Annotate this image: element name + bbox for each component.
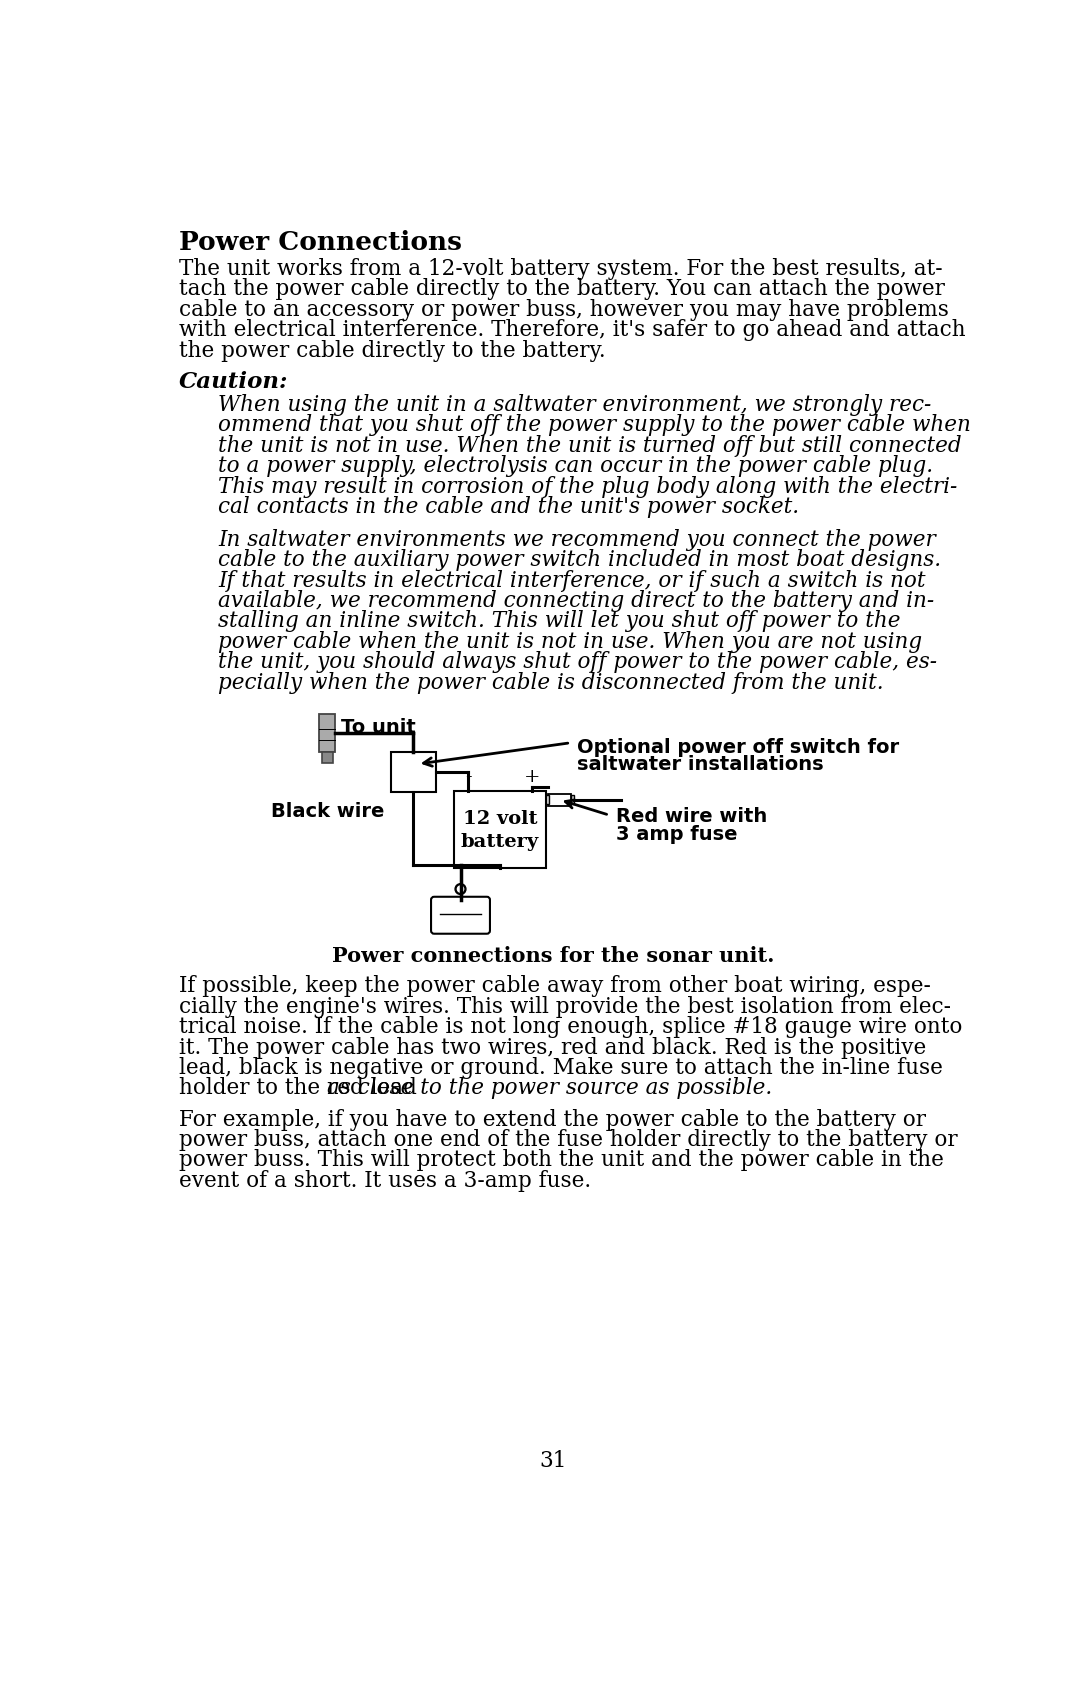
Text: For example, if you have to extend the power cable to the battery or: For example, if you have to extend the p… xyxy=(179,1108,927,1130)
Bar xyxy=(322,752,333,762)
Text: cable to the auxiliary power switch included in most boat designs.: cable to the auxiliary power switch incl… xyxy=(218,548,941,572)
Text: it. The power cable has two wires, red and black. Red is the positive: it. The power cable has two wires, red a… xyxy=(179,1036,927,1058)
Text: In saltwater environments we recommend you connect the power: In saltwater environments we recommend y… xyxy=(218,528,935,550)
Text: power cable when the unit is not in use. When you are not using: power cable when the unit is not in use.… xyxy=(218,631,922,653)
Text: to a power supply, electrolysis can occur in the power cable plug.: to a power supply, electrolysis can occu… xyxy=(218,456,933,478)
Text: available, we recommend connecting direct to the battery and in-: available, we recommend connecting direc… xyxy=(218,590,934,612)
Text: trical noise. If the cable is not long enough, splice #18 gauge wire onto: trical noise. If the cable is not long e… xyxy=(179,1016,962,1038)
Text: event of a short. It uses a 3-amp fuse.: event of a short. It uses a 3-amp fuse. xyxy=(179,1169,592,1193)
Text: 12 volt
battery: 12 volt battery xyxy=(461,809,539,851)
Text: This may result in corrosion of the plug body along with the electri-: This may result in corrosion of the plug… xyxy=(218,476,957,498)
Bar xyxy=(548,794,571,806)
Text: the unit, you should always shut off power to the power cable, es-: the unit, you should always shut off pow… xyxy=(218,651,937,673)
Text: When using the unit in a saltwater environment, we strongly rec-: When using the unit in a saltwater envir… xyxy=(218,394,931,415)
Text: 3 amp fuse: 3 amp fuse xyxy=(616,826,737,844)
Text: The unit works from a 12-volt battery system. For the best results, at-: The unit works from a 12-volt battery sy… xyxy=(179,257,943,279)
Text: power buss. This will protect both the unit and the power cable in the: power buss. This will protect both the u… xyxy=(179,1149,944,1171)
Bar xyxy=(570,796,575,804)
FancyBboxPatch shape xyxy=(431,897,490,934)
Text: Power Connections: Power Connections xyxy=(179,230,462,256)
Text: power buss, attach one end of the fuse holder directly to the battery or: power buss, attach one end of the fuse h… xyxy=(179,1129,958,1150)
Circle shape xyxy=(458,886,463,891)
Text: saltwater installations: saltwater installations xyxy=(577,755,823,774)
Bar xyxy=(320,713,335,752)
Text: Red wire with: Red wire with xyxy=(616,807,767,826)
Bar xyxy=(391,752,435,792)
Text: Black wire: Black wire xyxy=(271,802,384,821)
Bar xyxy=(455,791,545,868)
Text: ommend that you shut off the power supply to the power cable when: ommend that you shut off the power suppl… xyxy=(218,414,971,436)
Text: lead, black is negative or ground. Make sure to attach the in-line fuse: lead, black is negative or ground. Make … xyxy=(179,1056,943,1078)
Text: holder to the red lead: holder to the red lead xyxy=(179,1078,424,1100)
Text: cal contacts in the cable and the unit's power socket.: cal contacts in the cable and the unit's… xyxy=(218,496,799,518)
Text: If that results in electrical interference, or if such a switch is not: If that results in electrical interferen… xyxy=(218,570,926,592)
Text: tach the power cable directly to the battery. You can attach the power: tach the power cable directly to the bat… xyxy=(179,279,945,301)
Text: the power cable directly to the battery.: the power cable directly to the battery. xyxy=(179,340,606,362)
Text: If possible, keep the power cable away from other boat wiring, espe-: If possible, keep the power cable away f… xyxy=(179,976,931,997)
Text: To unit: To unit xyxy=(341,718,416,737)
Text: 31: 31 xyxy=(540,1450,567,1472)
Text: the unit is not in use. When the unit is turned off but still connected: the unit is not in use. When the unit is… xyxy=(218,434,961,458)
Bar xyxy=(545,796,549,804)
Text: cable to an accessory or power buss, however you may have problems: cable to an accessory or power buss, how… xyxy=(179,299,949,321)
Text: Power connections for the sonar unit.: Power connections for the sonar unit. xyxy=(333,945,774,965)
Text: with electrical interference. Therefore, it's safer to go ahead and attach: with electrical interference. Therefore,… xyxy=(179,320,966,341)
Text: cially the engine's wires. This will provide the best isolation from elec-: cially the engine's wires. This will pro… xyxy=(179,996,951,1018)
Text: pecially when the power cable is disconnected from the unit.: pecially when the power cable is disconn… xyxy=(218,671,883,693)
Text: stalling an inline switch. This will let you shut off power to the: stalling an inline switch. This will let… xyxy=(218,611,901,632)
Text: as close to the power source as possible.: as close to the power source as possible… xyxy=(327,1078,772,1100)
Text: Caution:: Caution: xyxy=(179,370,288,394)
Circle shape xyxy=(455,883,465,895)
Text: +: + xyxy=(524,769,540,785)
Text: Optional power off switch for: Optional power off switch for xyxy=(577,738,899,757)
Text: -: - xyxy=(464,769,472,785)
